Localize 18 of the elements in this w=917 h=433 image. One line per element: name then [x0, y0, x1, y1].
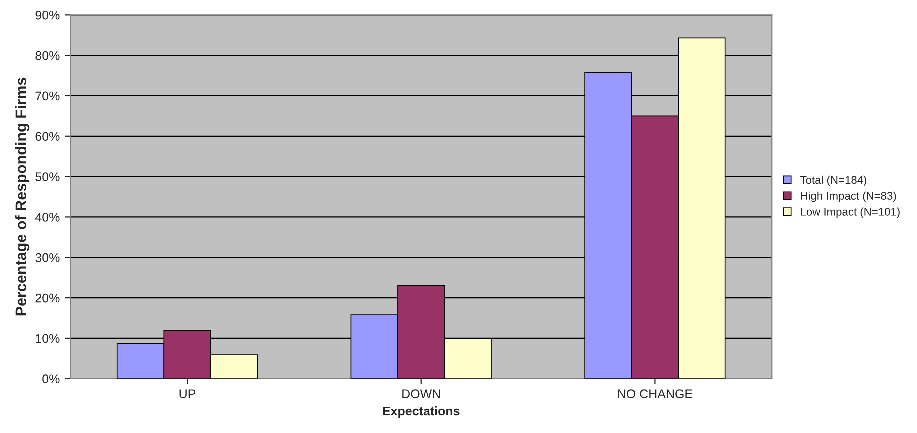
x-tick-label: NO CHANGE [618, 390, 693, 398]
y-tick-label: 0% [42, 374, 60, 384]
y-tick-label: 10% [36, 334, 60, 344]
x-tick-label: DOWN [402, 390, 440, 398]
y-tick-label: 90% [36, 10, 60, 20]
y-tick-label: 70% [36, 92, 60, 101]
legend-label: Low Impact (N=101) [801, 208, 900, 218]
legend-label: High Impact (N=83) [801, 192, 896, 202]
y-tick-label: 80% [36, 51, 60, 60]
x-axis-title: Expectations [383, 406, 460, 418]
x-tick-label: UP [180, 390, 196, 398]
y-axis-title: Percentage of Responding Firms [15, 78, 30, 316]
y-tick-label: 50% [36, 172, 60, 182]
y-tick-label: 40% [35, 213, 60, 222]
y-tick-label: 30% [36, 253, 60, 262]
legend-label: Total (N=184) [800, 176, 867, 186]
y-tick-label: 20% [36, 294, 60, 303]
y-tick-label: 60% [36, 132, 60, 142]
